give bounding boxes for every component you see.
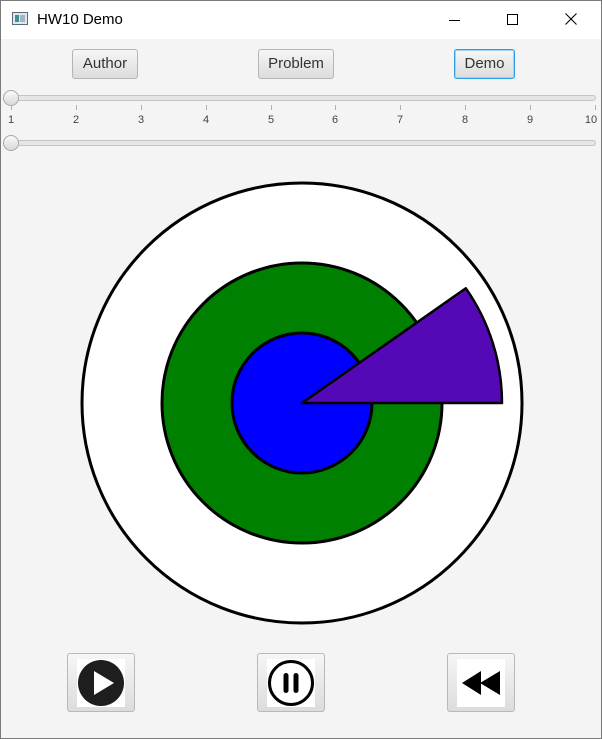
- slider-tick-mark: [141, 105, 142, 110]
- maximize-button[interactable]: [489, 1, 535, 39]
- play-icon: [78, 660, 124, 706]
- slider-tick-mark: [11, 105, 12, 110]
- demo-button[interactable]: Demo: [454, 49, 515, 79]
- top-slider-thumb[interactable]: [3, 90, 19, 106]
- top-slider-track[interactable]: [11, 95, 596, 101]
- slider-tick-label: 10: [584, 114, 598, 126]
- slider-tick-label: 5: [267, 114, 275, 126]
- bottom-slider-thumb[interactable]: [3, 135, 19, 151]
- author-button[interactable]: Author: [72, 49, 138, 79]
- slider-tick-mark: [530, 105, 531, 110]
- rewind-button[interactable]: [447, 653, 515, 712]
- slider-tick-mark: [271, 105, 272, 110]
- problem-button[interactable]: Problem: [258, 49, 334, 79]
- close-icon: [565, 13, 577, 25]
- slider-tick-mark: [206, 105, 207, 110]
- slider-tick-mark: [595, 105, 596, 110]
- slider-tick-mark: [465, 105, 466, 110]
- slider-tick-mark: [335, 105, 336, 110]
- rewind-icon: [462, 671, 500, 695]
- app-window-icon: [12, 12, 28, 25]
- slider-tick-label: 6: [331, 114, 339, 126]
- play-button[interactable]: [67, 653, 135, 712]
- slider-tick-mark: [400, 105, 401, 110]
- title-bar: HW10 Demo: [1, 1, 601, 39]
- slider-tick-label: 7: [396, 114, 404, 126]
- close-button[interactable]: [547, 1, 593, 39]
- slider-tick-mark: [76, 105, 77, 110]
- drawing-canvas: [80, 181, 524, 625]
- slider-tick-label: 2: [72, 114, 80, 126]
- slider-tick-label: 4: [202, 114, 210, 126]
- arc-wedge: [300, 287, 504, 405]
- pause-icon: [268, 660, 314, 706]
- slider-tick-label: 8: [461, 114, 469, 126]
- bottom-slider-track[interactable]: [11, 140, 596, 146]
- window-title: HW10 Demo: [37, 11, 123, 28]
- slider-tick-label: 1: [7, 114, 15, 126]
- minimize-button[interactable]: [431, 1, 477, 39]
- slider-tick-label: 9: [526, 114, 534, 126]
- pause-button[interactable]: [257, 653, 325, 712]
- slider-tick-label: 3: [137, 114, 145, 126]
